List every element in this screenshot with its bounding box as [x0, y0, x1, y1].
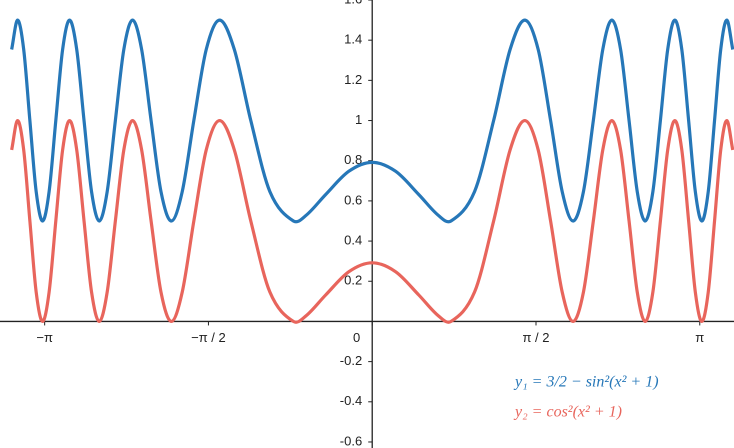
plot-area	[10, 18, 734, 324]
y-tick-label: 0.4	[344, 233, 362, 248]
x-tick-label: π / 2	[522, 330, 549, 345]
y-tick-label: 0.2	[344, 273, 362, 288]
legend: y₁ = 3/2 − sin²(x² + 1) y₂ = cos²(x² + 1)	[513, 374, 659, 421]
y-tick-label: 0.6	[344, 192, 362, 207]
legend-entry: y₂ = cos²(x² + 1)	[513, 404, 622, 421]
y-tick-label: 1.2	[344, 72, 362, 87]
series-line	[10, 118, 734, 324]
y-tick-label: 1.4	[344, 32, 362, 47]
y-tick-label: -0.4	[340, 393, 362, 408]
x-tick-label: −π	[36, 330, 53, 345]
y-tick-label: -0.2	[340, 353, 362, 368]
x-tick-label: 0	[353, 330, 360, 345]
y-tick-label: 0.8	[344, 152, 362, 167]
y-tick-label: -0.6	[340, 433, 362, 448]
x-tick-label: −π / 2	[191, 330, 226, 345]
x-tick-label: π	[695, 330, 704, 345]
series-line	[10, 18, 734, 224]
legend-entry: y₁ = 3/2 − sin²(x² + 1)	[513, 374, 659, 391]
y-tick-label: 1.6	[344, 0, 362, 6]
y-tick-label: 1	[355, 112, 362, 127]
